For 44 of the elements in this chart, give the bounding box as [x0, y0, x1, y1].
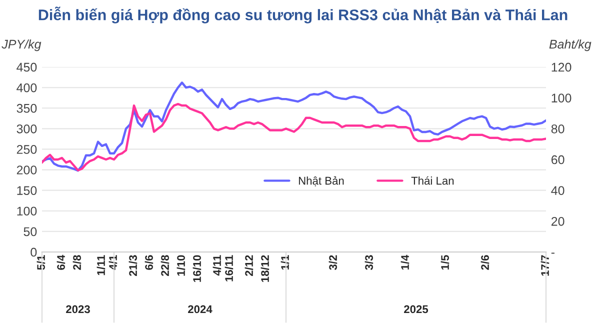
- y-tick-label: 50: [24, 227, 37, 236]
- x-tick-label: 18/12: [260, 255, 270, 282]
- x-tick-label: 1/4: [400, 254, 410, 270]
- y-tick-label: 300: [16, 124, 37, 134]
- x-tick-label: 6/4: [56, 254, 66, 270]
- x-tick-label: 2/12: [244, 255, 254, 276]
- y-tick-label: 350: [16, 104, 37, 113]
- legend-label: Thái Lan: [411, 176, 454, 185]
- y-tick-label: 400: [16, 83, 37, 92]
- x-tick-label: 4/11: [212, 255, 222, 276]
- x-tick-label: 1/5: [440, 255, 450, 270]
- y2-tick-label: -: [551, 252, 554, 254]
- x-tick-label: 16/11: [224, 255, 234, 282]
- y-tick-label: 450: [16, 62, 37, 72]
- x-tick-label: 3/2: [328, 255, 338, 270]
- y2-axis-title: Baht/kg: [549, 39, 592, 52]
- x-tick-label: 2/6: [480, 255, 490, 270]
- x-tick-label: 16/10: [192, 255, 202, 282]
- y2-tick-label: 120: [552, 62, 572, 72]
- text: 2023: [66, 305, 90, 314]
- x-tick-label: 1/11: [96, 255, 106, 276]
- y2-tick-label: 20: [551, 216, 564, 226]
- y-axis-title: JPY/kg: [2, 39, 42, 52]
- chart-title: Diễn biến giá Hợp đồng cao su tương lai RSS3 của Nhật Bản và Thái Lan: [38, 6, 568, 24]
- line-series: [42, 102, 546, 172]
- x-tick-label: 22/8: [160, 255, 170, 276]
- x-tick-label: 2/8: [72, 255, 82, 270]
- y2-tick-label: 80: [551, 124, 564, 134]
- y-tick-label: 100: [17, 206, 37, 216]
- y-tick-label: 0: [30, 248, 37, 257]
- text: 2025: [404, 305, 428, 314]
- x-tick-label: 3/3: [364, 255, 374, 270]
- y2-tick-label: 40: [551, 186, 564, 195]
- y2-tick-label: 60: [551, 155, 564, 164]
- legend-label: Nhật Bản: [298, 176, 344, 186]
- text: 2024: [188, 305, 212, 314]
- y-tick-label: 150: [17, 186, 37, 195]
- x-tick-label: 21/3: [128, 255, 138, 276]
- x-tick-label: 1/10: [176, 255, 186, 276]
- line-series: [42, 82, 546, 172]
- y-tick-label: 200: [16, 166, 37, 174]
- y2-tick-label: 100: [552, 94, 572, 102]
- y-tick-label: 250: [16, 145, 37, 154]
- x-tick-label: 6/6: [144, 255, 154, 270]
